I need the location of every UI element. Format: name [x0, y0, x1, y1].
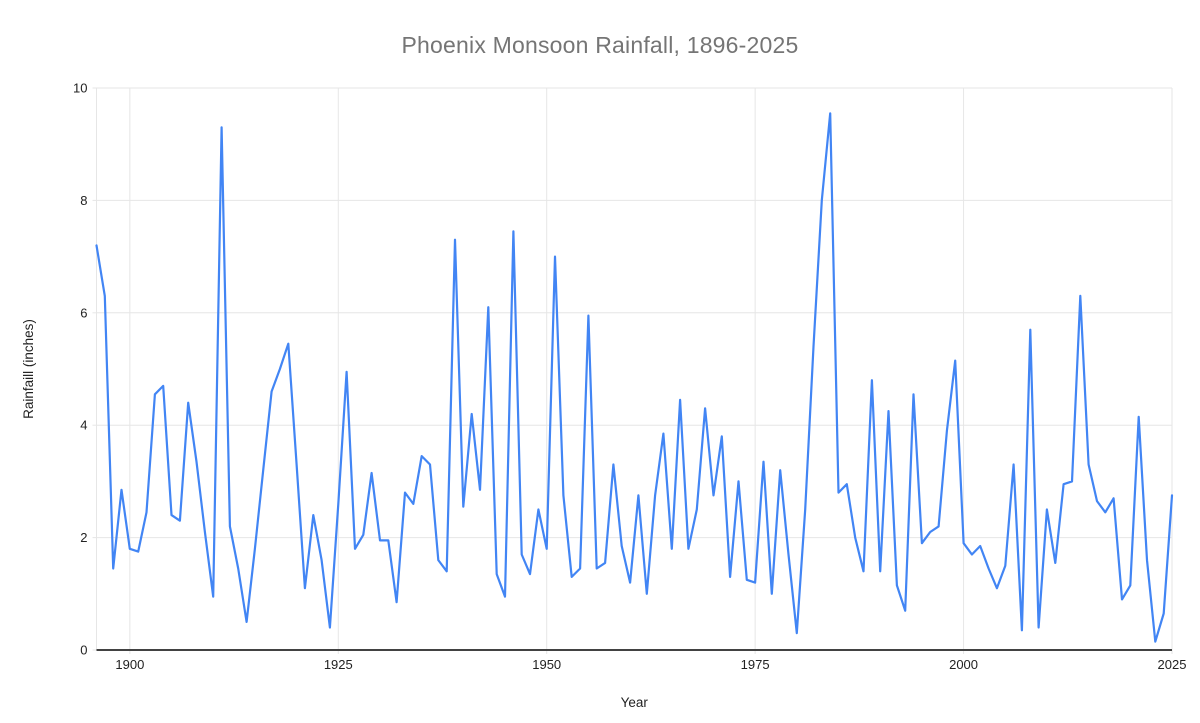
y-tick-label: 0 [80, 643, 87, 658]
y-tick-label: 2 [80, 530, 87, 545]
x-tick-label: 1900 [115, 657, 144, 672]
y-tick-label: 8 [80, 193, 87, 208]
rainfall-line-series [95, 112, 1174, 643]
axis-ticks [92, 87, 1173, 654]
axis-labels: 0 2 4 6 8 10 1900 1925 1950 1975 2000 2025 [73, 81, 1186, 673]
y-tick-label: 4 [80, 418, 87, 433]
chart-title: Phoenix Monsoon Rainfall, 1896-2025 [401, 32, 799, 58]
y-tick-label: 10 [73, 81, 87, 96]
x-tick-label: 2000 [949, 657, 978, 672]
x-tick-label: 1975 [741, 657, 770, 672]
x-tick-label: 1950 [532, 657, 561, 672]
gridlines [96, 87, 1173, 650]
axis-lines [96, 88, 1172, 651]
y-axis-title: Rainfaill (inches) [21, 319, 36, 419]
x-axis-title: Year [621, 695, 649, 710]
x-tick-label: 1925 [324, 657, 353, 672]
x-tick-label: 2025 [1158, 657, 1187, 672]
y-tick-label: 6 [80, 305, 87, 320]
rainfall-line [95, 112, 1174, 643]
